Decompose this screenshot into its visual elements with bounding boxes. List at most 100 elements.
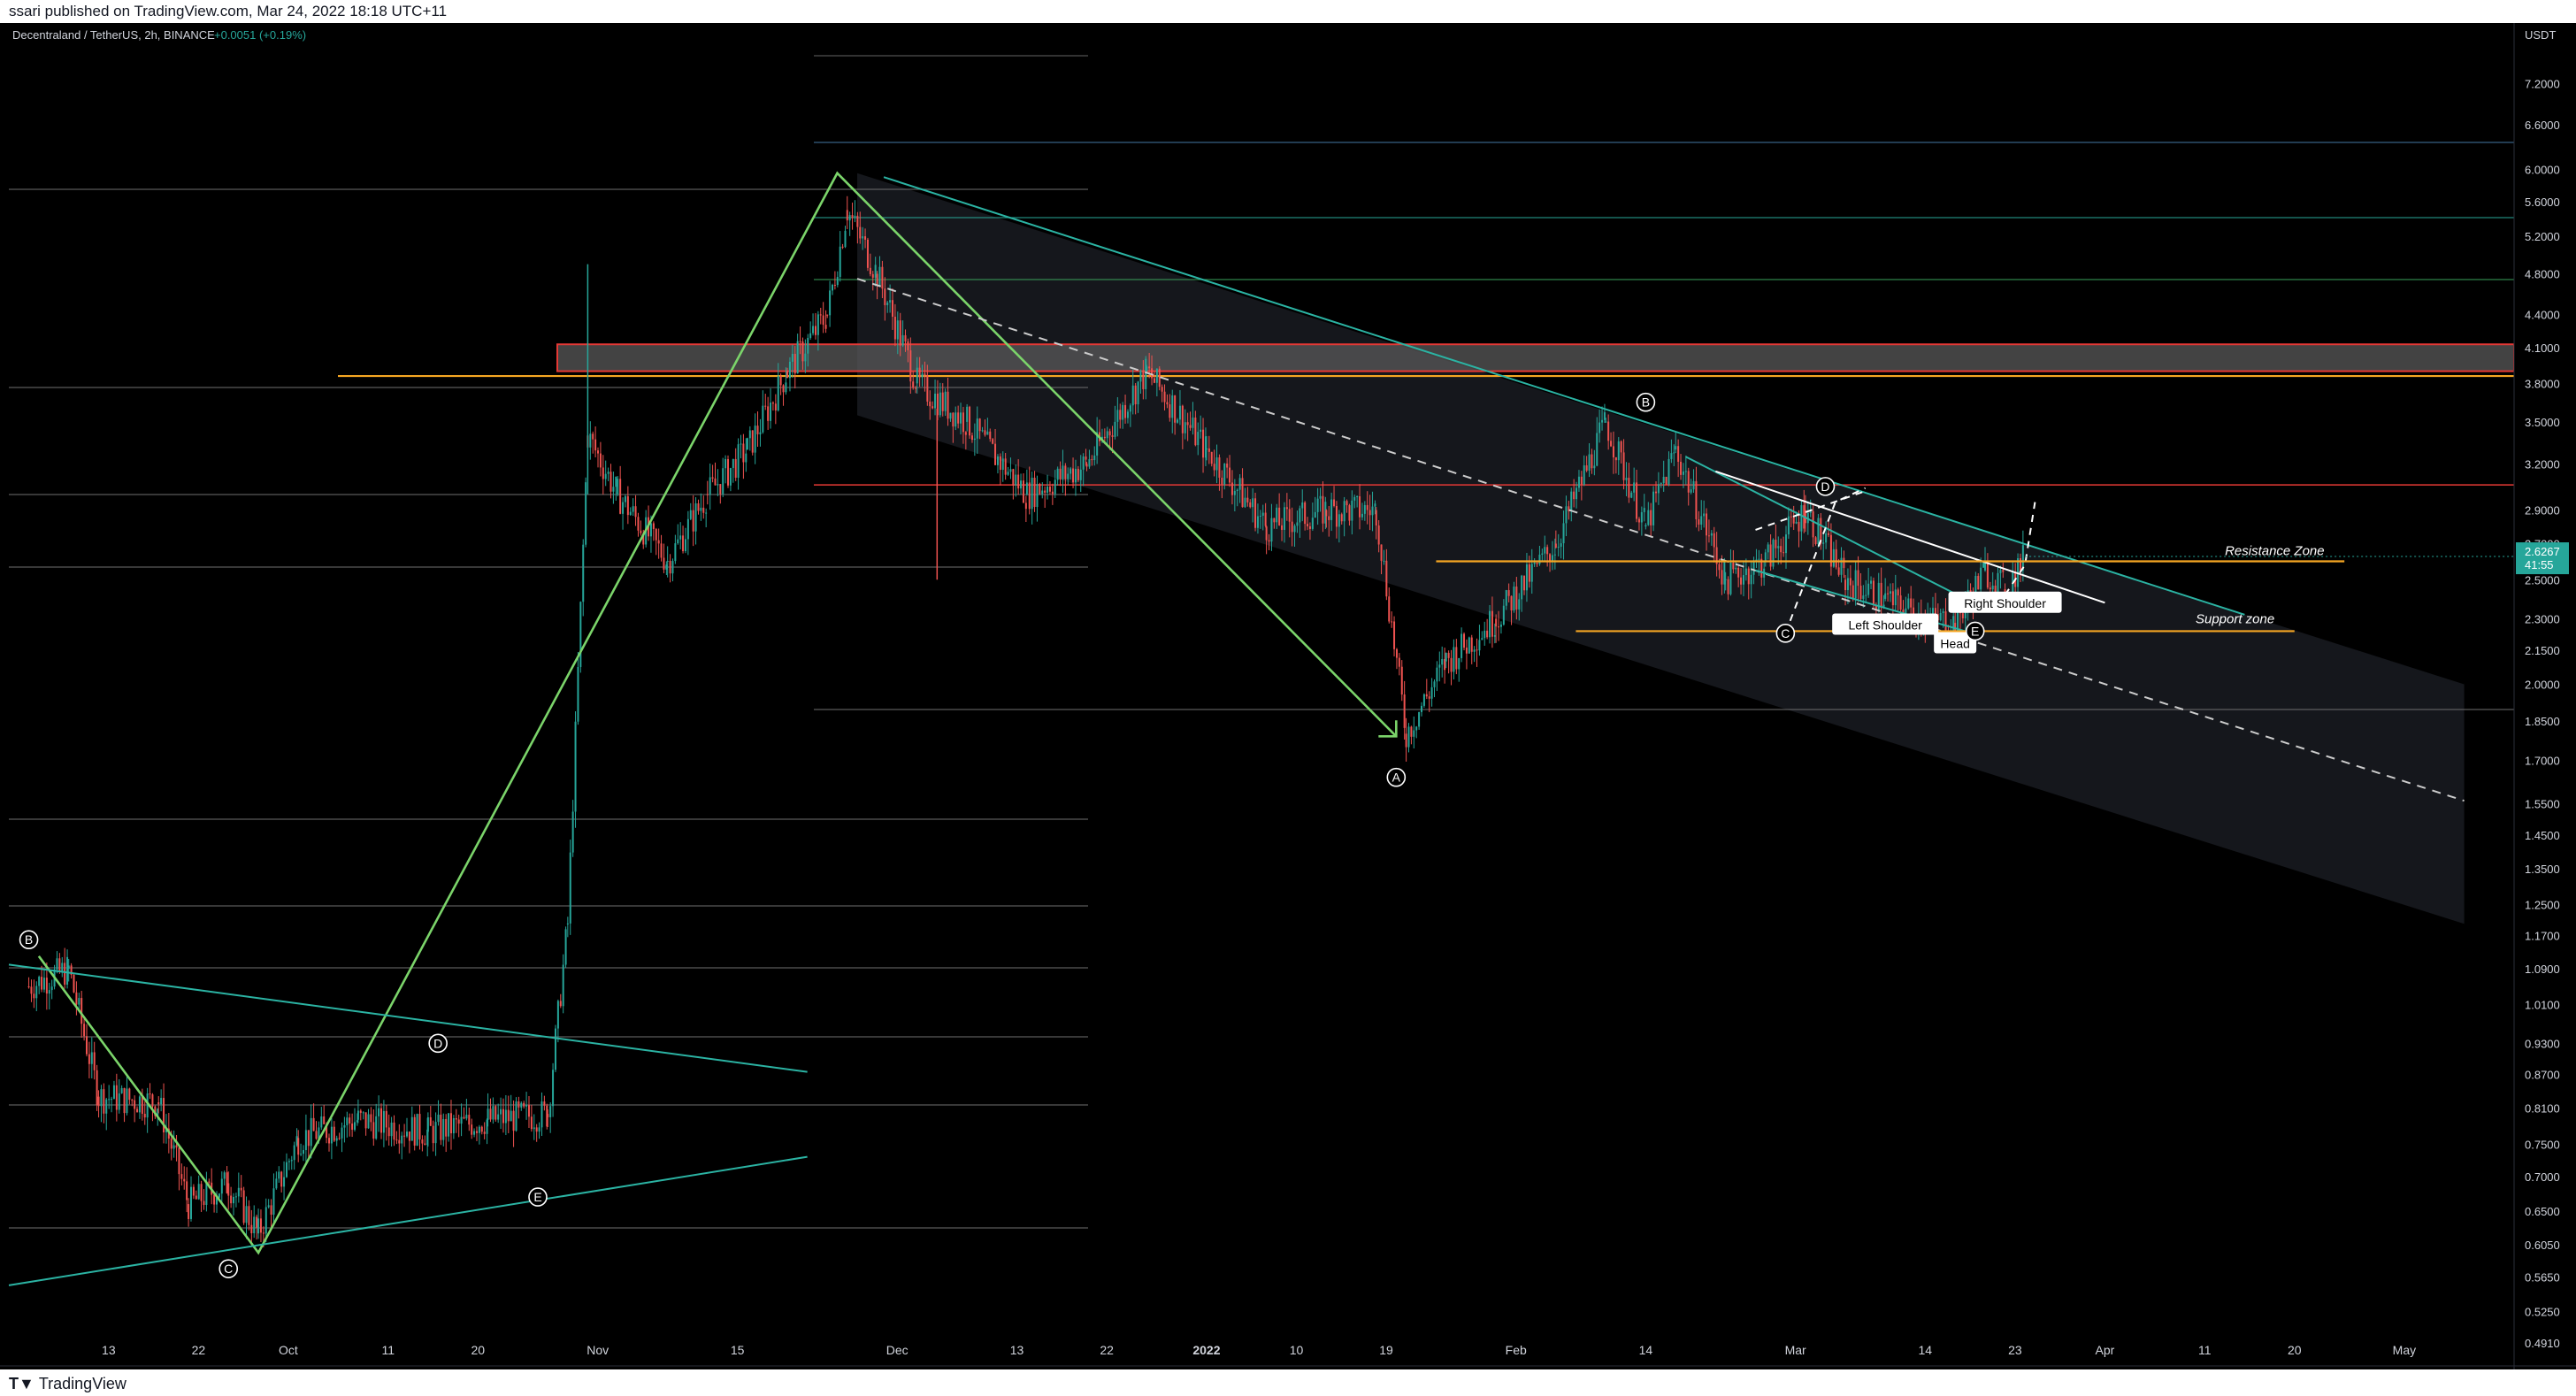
candle-body bbox=[543, 1101, 546, 1106]
candle-body bbox=[839, 246, 841, 277]
candle-body bbox=[786, 371, 789, 379]
candle-body bbox=[290, 1160, 293, 1162]
legend-symbol: Decentraland / TetherUS, 2h, BINANCE bbox=[12, 28, 215, 42]
candle-body bbox=[35, 986, 38, 999]
candle-body bbox=[1398, 657, 1400, 667]
candle-body bbox=[165, 1128, 167, 1133]
candle-body bbox=[1986, 561, 1989, 588]
candle-body bbox=[2021, 545, 2024, 571]
candle-body bbox=[1004, 458, 1007, 475]
candle-body bbox=[1353, 496, 1356, 501]
candle-body bbox=[426, 1129, 429, 1146]
price-tick: 1.7000 bbox=[2525, 755, 2560, 768]
candle-body bbox=[978, 418, 981, 432]
candle-body bbox=[160, 1098, 163, 1105]
candle-body bbox=[1139, 370, 1142, 382]
candle-body bbox=[1528, 564, 1530, 582]
candle-body bbox=[732, 458, 734, 469]
candle-body bbox=[764, 405, 767, 407]
candle-body bbox=[1882, 604, 1885, 608]
time-tick: 11 bbox=[2198, 1343, 2212, 1357]
candle-body bbox=[1605, 421, 1607, 423]
price-chart[interactable]: Resistance Zone Support zone Left Shoulder… bbox=[0, 23, 2576, 1369]
candle-body bbox=[1145, 358, 1147, 389]
candle-body bbox=[1744, 568, 1747, 576]
candle-body bbox=[1585, 465, 1588, 472]
candle-body bbox=[1729, 562, 1732, 594]
candle-body bbox=[1096, 432, 1099, 456]
candle-body bbox=[1957, 602, 1959, 634]
candle-body bbox=[1907, 598, 1910, 609]
candle-body bbox=[960, 412, 962, 424]
candle-body bbox=[437, 1114, 440, 1123]
candle-body bbox=[367, 1114, 370, 1129]
candle-body bbox=[1510, 595, 1513, 611]
candle-body bbox=[270, 1205, 272, 1216]
candle-body bbox=[1025, 482, 1028, 495]
candle-body bbox=[833, 284, 836, 286]
candle-body bbox=[1254, 498, 1257, 528]
candle-body bbox=[1932, 608, 1935, 616]
candle-body bbox=[1812, 511, 1814, 538]
candle-body bbox=[42, 978, 45, 990]
candle-body bbox=[585, 482, 587, 545]
price-tick: 2.0000 bbox=[2525, 679, 2560, 692]
candle-body bbox=[724, 458, 727, 469]
candle-body bbox=[1889, 591, 1891, 594]
candle-body bbox=[406, 1131, 409, 1137]
candle-body bbox=[1546, 547, 1549, 555]
time-tick: May bbox=[2393, 1343, 2416, 1357]
candle-body bbox=[380, 1108, 383, 1133]
candle-body bbox=[1894, 589, 1897, 606]
candle-body bbox=[1015, 474, 1017, 486]
candle-body bbox=[1001, 458, 1004, 471]
candle-body bbox=[2019, 557, 2021, 571]
candle-body bbox=[562, 964, 564, 1007]
candle-body bbox=[338, 1138, 341, 1139]
candle-body bbox=[1418, 711, 1421, 727]
candle-body bbox=[874, 265, 877, 278]
candle-body bbox=[1880, 582, 1882, 608]
candle-body bbox=[812, 326, 815, 334]
published-header: ssari published on TradingView.com, Mar … bbox=[0, 0, 2576, 23]
candle-body bbox=[1755, 559, 1758, 561]
candle-body bbox=[1657, 484, 1660, 494]
candle-body bbox=[1288, 509, 1291, 522]
candle-body bbox=[1039, 483, 1041, 495]
candle-body bbox=[1374, 503, 1376, 507]
candle-body bbox=[1380, 544, 1383, 561]
candle-body bbox=[283, 1177, 286, 1187]
candle-body bbox=[83, 1024, 86, 1037]
candle-body bbox=[1568, 506, 1570, 511]
price-tick: 2.5000 bbox=[2525, 573, 2560, 587]
candle-body bbox=[1787, 516, 1790, 535]
candle-body bbox=[819, 314, 822, 316]
time-tick: 23 bbox=[2008, 1343, 2022, 1357]
candle-body bbox=[1213, 464, 1215, 471]
candle-body bbox=[1186, 422, 1189, 426]
candle-body bbox=[1515, 587, 1518, 610]
candle-body bbox=[814, 326, 816, 335]
neckline bbox=[1715, 470, 2105, 604]
tradingview-logo[interactable]: T▼ TradingView bbox=[9, 1375, 126, 1393]
candle-body bbox=[1598, 422, 1601, 433]
candle-body bbox=[932, 406, 934, 409]
candle-body bbox=[1835, 548, 1837, 568]
time-tick: 13 bbox=[102, 1343, 116, 1357]
candle-body bbox=[1884, 593, 1887, 599]
candle-body bbox=[250, 1224, 253, 1234]
candle-body bbox=[1643, 508, 1645, 512]
candle-body bbox=[740, 443, 742, 445]
candle-body bbox=[1425, 694, 1428, 697]
candle-body bbox=[1493, 635, 1496, 637]
candle-body bbox=[742, 443, 745, 463]
candle-body bbox=[859, 226, 862, 239]
candle-body bbox=[2002, 570, 2005, 572]
candle-body bbox=[143, 1113, 146, 1118]
candle-body bbox=[1603, 412, 1606, 420]
candle-body bbox=[1252, 498, 1254, 508]
candle-body bbox=[829, 290, 832, 316]
candle-body bbox=[1241, 478, 1244, 508]
candle-body bbox=[525, 1104, 528, 1107]
candle-body bbox=[663, 557, 665, 570]
